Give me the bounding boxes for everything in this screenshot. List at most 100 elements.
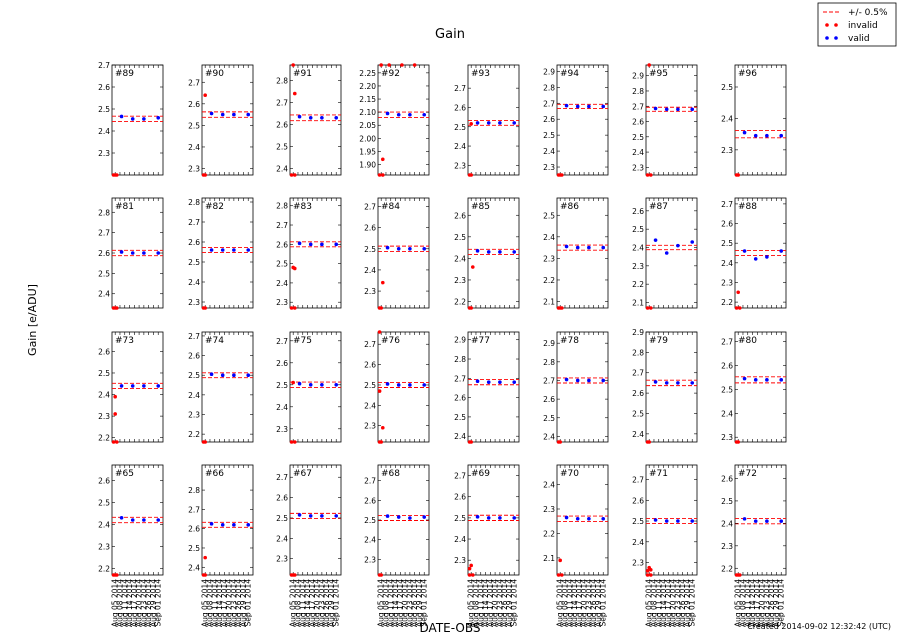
invalid-point [737,573,742,577]
x-tick-label: Aug 29 2014 [772,579,781,627]
panel-label: #88 [738,202,757,212]
y-tick-label: 2.5 [454,123,466,132]
y-tick-label: 2.6 [276,120,288,129]
y-tick-label: 2.6 [721,220,733,229]
y-tick-label: 2.2 [721,298,733,307]
y-tick-label: 2.4 [721,519,733,528]
y-tick-label: 2.3 [543,163,555,172]
y-tick-label: 2.4 [721,259,733,268]
panel-frame [289,464,342,576]
x-tick-label: Aug 29 2014 [327,579,336,627]
valid-point [246,373,251,378]
y-tick-label: 2.5 [364,516,376,525]
y-tick-label: 2.5 [543,211,555,220]
x-tick-label: Aug 23 2014 [405,579,414,627]
valid-point [308,383,313,387]
y-tick-label: 2.4 [454,254,466,263]
panel-frame [289,64,342,176]
y-tick-label: 2.5 [276,381,288,390]
valid-point [564,103,569,108]
panel-frame [734,464,787,576]
y-tick-label: 2.3 [721,278,733,287]
y-tick-label: 2.6 [632,207,644,216]
y-tick-label: 2.7 [543,376,555,385]
valid-point [396,112,401,117]
y-tick-label: 2.5 [188,258,200,267]
y-tick-label: 2.7 [543,99,555,108]
valid-point [209,248,214,252]
panel-frame [556,64,609,176]
y-tick-label: 2.8 [188,486,200,495]
y-tick-label: 2.5 [98,105,110,114]
valid-point [676,381,680,385]
invalid-point [291,380,295,385]
y-tick-label: 2.6 [188,238,200,247]
valid-point [130,117,135,121]
y-tick-label: 2.5 [454,233,466,242]
invalid-point [292,91,297,96]
y-tick-label: 2.7 [188,78,200,87]
panel-label: #83 [293,202,312,212]
y-tick-label: 2.4 [188,391,200,400]
valid-point [308,242,313,247]
valid-point [486,121,491,125]
y-tick-label: 2.2 [632,280,644,289]
x-tick-label: Aug 26 2014 [767,579,776,627]
y-tick-label: 2.6 [188,525,200,534]
valid-point [498,121,502,125]
y-tick-label: 2.6 [632,389,644,398]
valid-point [334,514,339,518]
valid-point [385,382,390,386]
y-tick-label: 2.3 [98,412,110,421]
valid-point [246,248,251,252]
valid-point [156,518,161,522]
panel-frame [201,464,254,576]
valid-point [498,516,502,520]
panel-frame [556,197,609,309]
x-tick-label: Aug 29 2014 [594,579,603,627]
valid-point [156,116,161,120]
invalid-point [111,440,116,444]
y-tick-label: 2.9 [454,336,466,345]
valid-point [512,121,517,125]
x-tick-label: Aug 23 2014 [584,579,593,627]
valid-point [690,519,695,523]
y-tick-label: 2.6 [364,224,376,233]
invalid-point [114,306,119,310]
y-tick-label: 2.6 [543,395,555,404]
invalid-point [400,63,404,67]
y-tick-label: 2.4 [98,127,110,136]
valid-point [753,519,758,523]
valid-point [130,384,135,388]
valid-point [742,376,747,381]
panel-76: 2.3 2.4 2.5 2.6 2.7 #76 [364,330,430,444]
valid-point [385,514,390,518]
valid-point [130,251,135,255]
y-tick-label: 2.8 [188,198,200,207]
x-tick-label: Aug 08 2014 [381,579,390,627]
panel-frame [556,464,609,576]
y-tick-label: 2.4 [364,266,376,275]
panel-label: #66 [205,469,224,479]
y-tick-label: 2.5 [721,83,733,92]
valid-point [742,130,747,135]
panel-frame [201,197,254,309]
y-tick-label: 2.3 [721,542,733,551]
y-tick-label: 2.6 [454,493,466,502]
invalid-point [380,157,385,162]
y-tick-label: 2.6 [364,496,376,505]
panel-96: 2.3 2.4 2.5 #96 [721,64,787,177]
invalid-point [467,566,472,571]
y-tick-label: 2.3 [364,422,376,431]
y-tick-label: 2.6 [276,240,288,249]
panel-82: 2.3 2.4 2.5 2.6 2.7 2.8 #82 [188,197,254,310]
panel-94: 2.3 2.4 2.5 2.6 2.7 2.8 2.9 #94 [543,64,609,177]
x-tick-label: Aug 26 2014 [322,579,331,627]
y-tick-label: 2.7 [188,218,200,227]
invalid-point [648,568,653,572]
panel-label: #87 [649,202,668,212]
panel-95: 2.3 2.4 2.5 2.6 2.7 2.8 2.9 #95 [632,63,698,177]
invalid-point [647,63,651,67]
